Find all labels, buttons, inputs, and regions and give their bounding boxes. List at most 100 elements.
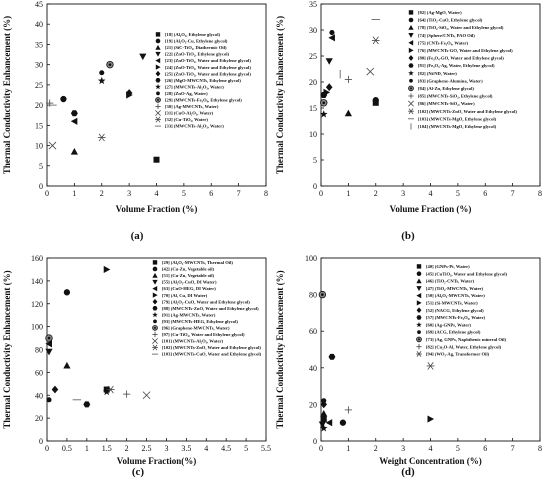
legend-entry: [79] (Al₂O₃-CuO, Water and Ethylene glyc… xyxy=(162,299,250,304)
y-tick-label: 30 xyxy=(35,61,43,70)
legend-entry: [42] (Cu-Zn, Vegetable oil) xyxy=(162,267,215,272)
y-tick-label: 120 xyxy=(31,300,43,309)
legend-entry: [75] (CNTs-Fe₃O₄, Water) xyxy=(418,40,469,45)
legend-marker xyxy=(416,344,422,350)
legend-marker xyxy=(408,108,414,115)
legend-entry: [25] (ZnO-TiO₂, Water and Ethylene glyco… xyxy=(165,71,251,76)
legend-marker xyxy=(416,292,422,299)
y-axis-title: Thermal Conductivity Enhancement (%) xyxy=(275,270,285,428)
legend: [82] (Ag-MgO, Water) [64] (TiO₂-CuO, Ethy… xyxy=(407,10,517,130)
x-tick-label: 1 xyxy=(346,444,350,453)
legend-entry: [55] (Al₂O₃-CuO, DI Water) xyxy=(162,280,217,285)
x-tick-label: 3.5 xyxy=(181,444,191,453)
legend-entry: [40] (GNPs-Pt, Water) xyxy=(426,264,470,269)
legend-marker xyxy=(408,85,414,92)
data-point xyxy=(344,75,352,83)
data-point xyxy=(97,133,106,142)
legend-entry: [45] (CuTiO₃, Water and Ethylene glycol) xyxy=(426,271,507,276)
data-point xyxy=(153,156,160,163)
data-point xyxy=(344,109,352,117)
legend-marker xyxy=(409,78,413,83)
y-tick-label: 10 xyxy=(35,142,43,151)
data-points xyxy=(46,53,160,163)
x-tick-label: 1 xyxy=(85,444,89,453)
legend-entry: [85] (MWCNTs-SiO₂, Ethylene glycol) xyxy=(418,94,493,99)
x-tick-label: 5 xyxy=(456,444,460,453)
legend-marker xyxy=(155,57,161,64)
legend-marker xyxy=(416,336,422,343)
y-tick-label: 0 xyxy=(39,437,43,446)
legend-marker xyxy=(416,315,422,320)
x-tick-label: 4 xyxy=(429,444,433,453)
data-point xyxy=(328,34,335,42)
data-points xyxy=(318,290,435,432)
legend-marker xyxy=(408,10,414,15)
legend-marker xyxy=(408,55,414,61)
legend-marker xyxy=(152,344,158,351)
legend-marker xyxy=(152,298,158,305)
legend-marker xyxy=(155,51,161,57)
x-axis-title: Volume Fraction(%) xyxy=(117,456,196,466)
legend-entry: [31] (CuO-Al₂O₃, Water) xyxy=(165,111,214,116)
legend-entry: [86] (MWCNTs-SiO₂, Water) xyxy=(418,101,475,106)
y-tick-label: 40 xyxy=(35,20,43,29)
legend-marker xyxy=(155,97,161,103)
legend-entry: [101] (MWCNTs-Al₂O₃, Water) xyxy=(162,339,224,344)
x-tick-label: 6 xyxy=(483,189,487,198)
x-axis-title: Volume Fraction (%) xyxy=(116,204,198,214)
y-tick-label: 40 xyxy=(35,391,43,400)
legend-marker xyxy=(155,32,161,37)
legend-marker xyxy=(408,63,414,68)
data-point xyxy=(372,97,379,104)
legend-entry: [51] (Cu-Zn, Vegetable oil) xyxy=(162,273,215,278)
legend-entry: [69] (ACG, Ethylene glycol) xyxy=(426,330,481,335)
y-tick-label: 0 xyxy=(313,437,317,446)
legend-marker xyxy=(417,330,421,334)
legend-entry: [70] (Al, Cu, DI Water) xyxy=(162,293,208,298)
legend-marker xyxy=(152,279,158,285)
legend-marker xyxy=(416,264,422,269)
data-point xyxy=(123,390,131,398)
legend: [18] (Al₂O₃, Ethylene glycol) [19] (Al₂O₃… xyxy=(154,32,251,129)
data-point xyxy=(329,30,335,36)
legend-marker xyxy=(155,83,161,90)
legend-marker xyxy=(416,286,422,291)
x-tick-label: 2 xyxy=(374,189,378,198)
data-point xyxy=(99,70,105,76)
y-tick-label: 45 xyxy=(35,0,43,9)
x-tick-label: 1 xyxy=(346,189,350,198)
data-point xyxy=(320,416,327,423)
data-point xyxy=(48,141,57,150)
data-point xyxy=(63,289,71,296)
legend-marker xyxy=(416,321,422,328)
data-point xyxy=(325,58,333,65)
panel-label: (c) xyxy=(132,466,145,478)
x-tick-label: 0 xyxy=(45,189,49,198)
y-tick-label: 25 xyxy=(35,81,43,90)
data-point xyxy=(46,397,52,403)
legend-entry: [30] (Ag-MWCNTs, Water) xyxy=(165,104,219,109)
y-tick-label: 0 xyxy=(313,182,317,191)
legend-entry: [52] (NACG, Ethylene glycol) xyxy=(426,308,484,313)
x-tick-label: 6 xyxy=(483,444,487,453)
panel-label: (a) xyxy=(131,230,144,242)
legend-marker xyxy=(155,116,161,123)
legend-entry: [33] (MWCNTs-Al₂O₃, Water) xyxy=(165,124,224,129)
legend-entry: [27] (MWCNTs-Al₂O₃, Water) xyxy=(165,84,224,89)
data-point xyxy=(319,424,328,432)
data-point xyxy=(103,265,111,274)
y-tick-label: 0 xyxy=(39,182,43,191)
legend: [40] (GNPs-Pt, Water) [45] (CuTiO₃, Water… xyxy=(416,264,507,357)
data-points xyxy=(319,19,380,118)
data-point xyxy=(51,385,59,394)
x-tick-label: 7 xyxy=(511,189,515,198)
panel-label: (b) xyxy=(401,230,415,242)
data-point xyxy=(70,117,78,125)
data-point xyxy=(106,60,114,69)
legend-marker xyxy=(155,38,161,44)
data-point xyxy=(139,53,147,61)
y-tick-label: 80 xyxy=(35,346,43,355)
x-tick-label: 4 xyxy=(429,189,433,198)
x-tick-label: 6 xyxy=(209,189,213,198)
